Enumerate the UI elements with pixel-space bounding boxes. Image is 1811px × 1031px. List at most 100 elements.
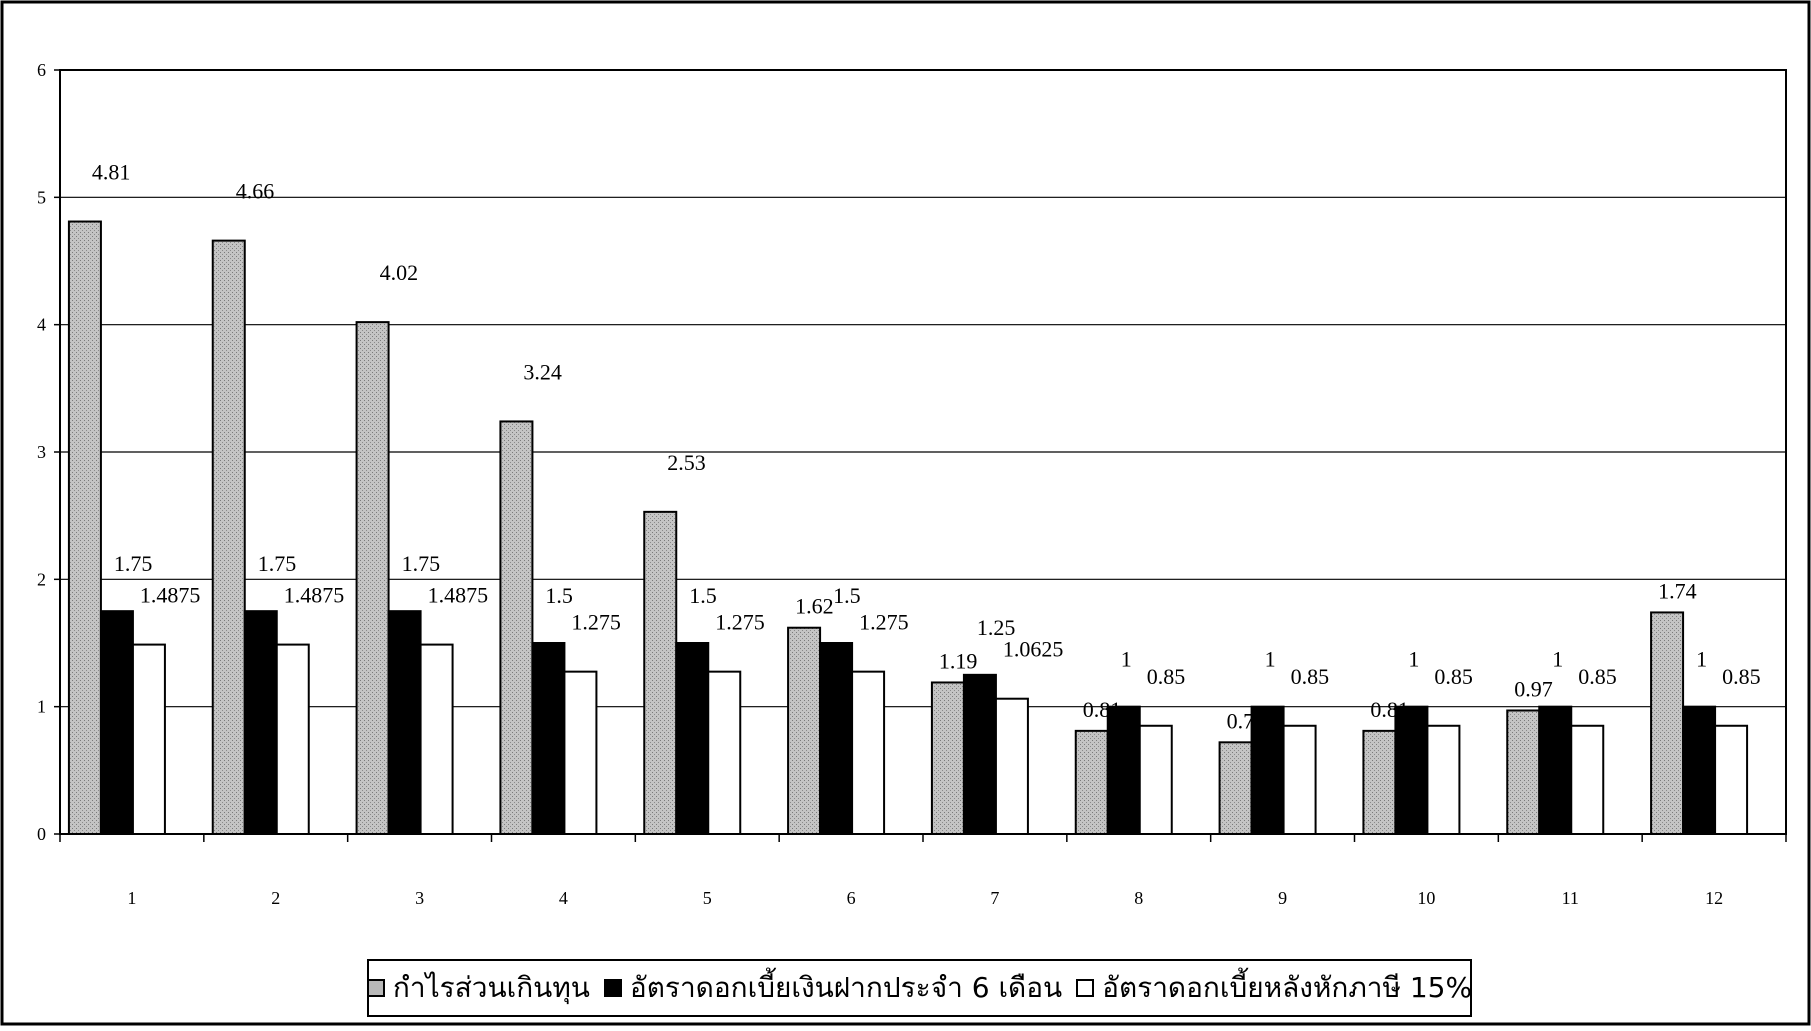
x-tick-label: 5 bbox=[703, 888, 712, 908]
data-label-series-2: 1 bbox=[1696, 647, 1707, 672]
bar-series-2 bbox=[1682, 705, 1717, 836]
legend-label-series-2: อัตราดอกเบี้ยเงินฝากประจำ 6 เดือน bbox=[629, 971, 1063, 1004]
x-tick-label: 12 bbox=[1705, 888, 1723, 908]
y-tick-label: 1 bbox=[37, 697, 46, 717]
data-label-series-2: 1 bbox=[1121, 647, 1132, 672]
x-tick-label: 4 bbox=[559, 888, 568, 908]
bar-series-1 bbox=[1362, 729, 1397, 835]
bar-series-3 bbox=[851, 670, 886, 836]
data-label-series-1: 2.53 bbox=[667, 450, 706, 475]
legend-label-series-1: กำไรส่วนเกินทุน bbox=[392, 971, 590, 1004]
bar-series-3 bbox=[1282, 724, 1317, 835]
data-label-series-3: 1.275 bbox=[571, 610, 621, 635]
bar-series-2 bbox=[1538, 705, 1573, 836]
bar-series-3 bbox=[1426, 724, 1461, 835]
bar-series-1 bbox=[930, 681, 965, 835]
y-tick-label: 4 bbox=[37, 315, 46, 335]
x-tick-label: 6 bbox=[847, 888, 856, 908]
legend-swatch-series-2 bbox=[603, 979, 622, 997]
legend: กำไรส่วนเกินทุน อัตราดอกเบี้ยเงินฝากประจ… bbox=[366, 959, 1472, 1017]
bar-series-3 bbox=[563, 670, 598, 836]
legend-entry-series-1: กำไรส่วนเกินทุน bbox=[366, 966, 590, 1010]
data-label-series-1: 4.66 bbox=[236, 179, 275, 204]
legend-swatch-series-3 bbox=[1076, 979, 1095, 997]
legend-entry-series-3: อัตราดอกเบี้ยหลังหักภาษี 15% bbox=[1076, 966, 1472, 1010]
data-label-series-2: 1.5 bbox=[833, 583, 861, 608]
bar-series-1 bbox=[355, 321, 390, 835]
data-label-series-2: 1 bbox=[1265, 647, 1276, 672]
data-label-series-1: 1.74 bbox=[1658, 578, 1697, 603]
bar-series-3 bbox=[1714, 724, 1749, 835]
data-label-series-1: 0.72 bbox=[1227, 708, 1266, 733]
bar-series-1 bbox=[1506, 709, 1541, 836]
bar-series-2 bbox=[819, 642, 854, 835]
bar-series-3 bbox=[275, 643, 310, 836]
data-label-series-3: 1.4875 bbox=[284, 583, 345, 608]
x-tick-label: 8 bbox=[1134, 888, 1143, 908]
data-label-series-1: 0.97 bbox=[1514, 676, 1553, 701]
data-label-series-3: 1.0625 bbox=[1003, 637, 1064, 662]
bar-series-2 bbox=[962, 673, 997, 835]
legend-entry-series-2: อัตราดอกเบี้ยเงินฝากประจำ 6 เดือน bbox=[603, 966, 1063, 1010]
data-label-series-3: 1.275 bbox=[715, 610, 765, 635]
y-tick-label: 2 bbox=[37, 569, 46, 589]
data-label-series-3: 0.85 bbox=[1578, 664, 1617, 689]
x-tick-label: 3 bbox=[415, 888, 424, 908]
x-tick-label: 7 bbox=[990, 888, 999, 908]
bar-series-1 bbox=[1074, 729, 1109, 835]
bar-series-1 bbox=[787, 626, 822, 835]
bar-series-3 bbox=[707, 670, 742, 836]
data-label-series-1: 1.19 bbox=[939, 648, 978, 673]
y-tick-label: 6 bbox=[37, 60, 46, 80]
data-label-series-1: 1.62 bbox=[795, 594, 834, 619]
bar-series-3 bbox=[131, 643, 166, 836]
bar-series-2 bbox=[531, 642, 566, 835]
data-label-series-2: 1.75 bbox=[402, 551, 441, 576]
data-label-series-1: 0.81 bbox=[1370, 697, 1409, 722]
data-label-series-2: 1.5 bbox=[545, 583, 573, 608]
data-label-series-3: 0.85 bbox=[1722, 664, 1761, 689]
x-tick-label: 2 bbox=[271, 888, 280, 908]
data-label-series-3: 0.85 bbox=[1291, 664, 1330, 689]
bar-series-1 bbox=[1218, 741, 1253, 836]
data-label-series-1: 3.24 bbox=[523, 359, 562, 384]
data-label-series-2: 1.5 bbox=[689, 583, 717, 608]
x-tick-label: 11 bbox=[1562, 888, 1579, 908]
y-tick-label: 3 bbox=[37, 442, 46, 462]
data-label-series-3: 0.85 bbox=[1147, 664, 1186, 689]
bar-series-2 bbox=[1106, 705, 1141, 836]
data-label-series-3: 1.4875 bbox=[428, 583, 489, 608]
data-label-series-2: 1.75 bbox=[114, 551, 152, 576]
x-tick-label: 9 bbox=[1278, 888, 1287, 908]
bar-series-2 bbox=[1394, 705, 1429, 836]
bar-series-2 bbox=[99, 610, 134, 836]
y-tick-label: 5 bbox=[37, 187, 46, 207]
data-label-series-2: 1.25 bbox=[977, 615, 1016, 640]
bar-series-1 bbox=[67, 220, 102, 835]
bar-series-2 bbox=[675, 642, 710, 835]
data-label-series-2: 1.75 bbox=[258, 551, 297, 576]
data-label-series-2: 1 bbox=[1552, 647, 1563, 672]
data-label-series-1: 4.81 bbox=[92, 160, 130, 185]
bar-series-2 bbox=[243, 610, 278, 836]
bar-series-3 bbox=[1570, 724, 1605, 835]
legend-swatch-series-1 bbox=[366, 979, 385, 997]
x-tick-label: 1 bbox=[127, 888, 136, 908]
data-label-series-3: 1.275 bbox=[859, 610, 909, 635]
bar-series-3 bbox=[1138, 724, 1173, 835]
bar-series-3 bbox=[994, 697, 1029, 835]
bar-series-3 bbox=[419, 643, 454, 836]
data-label-series-3: 0.85 bbox=[1434, 664, 1473, 689]
data-label-series-2: 1 bbox=[1408, 647, 1419, 672]
y-tick-label: 0 bbox=[37, 824, 46, 844]
x-tick-label: 10 bbox=[1417, 888, 1435, 908]
bar-series-1 bbox=[211, 239, 246, 836]
bar-series-2 bbox=[387, 610, 422, 836]
bar-series-1 bbox=[643, 510, 678, 835]
data-label-series-3: 1.4875 bbox=[140, 583, 201, 608]
legend-label-series-3: อัตราดอกเบี้ยหลังหักภาษี 15% bbox=[1102, 971, 1473, 1004]
bar-series-1 bbox=[499, 420, 534, 835]
